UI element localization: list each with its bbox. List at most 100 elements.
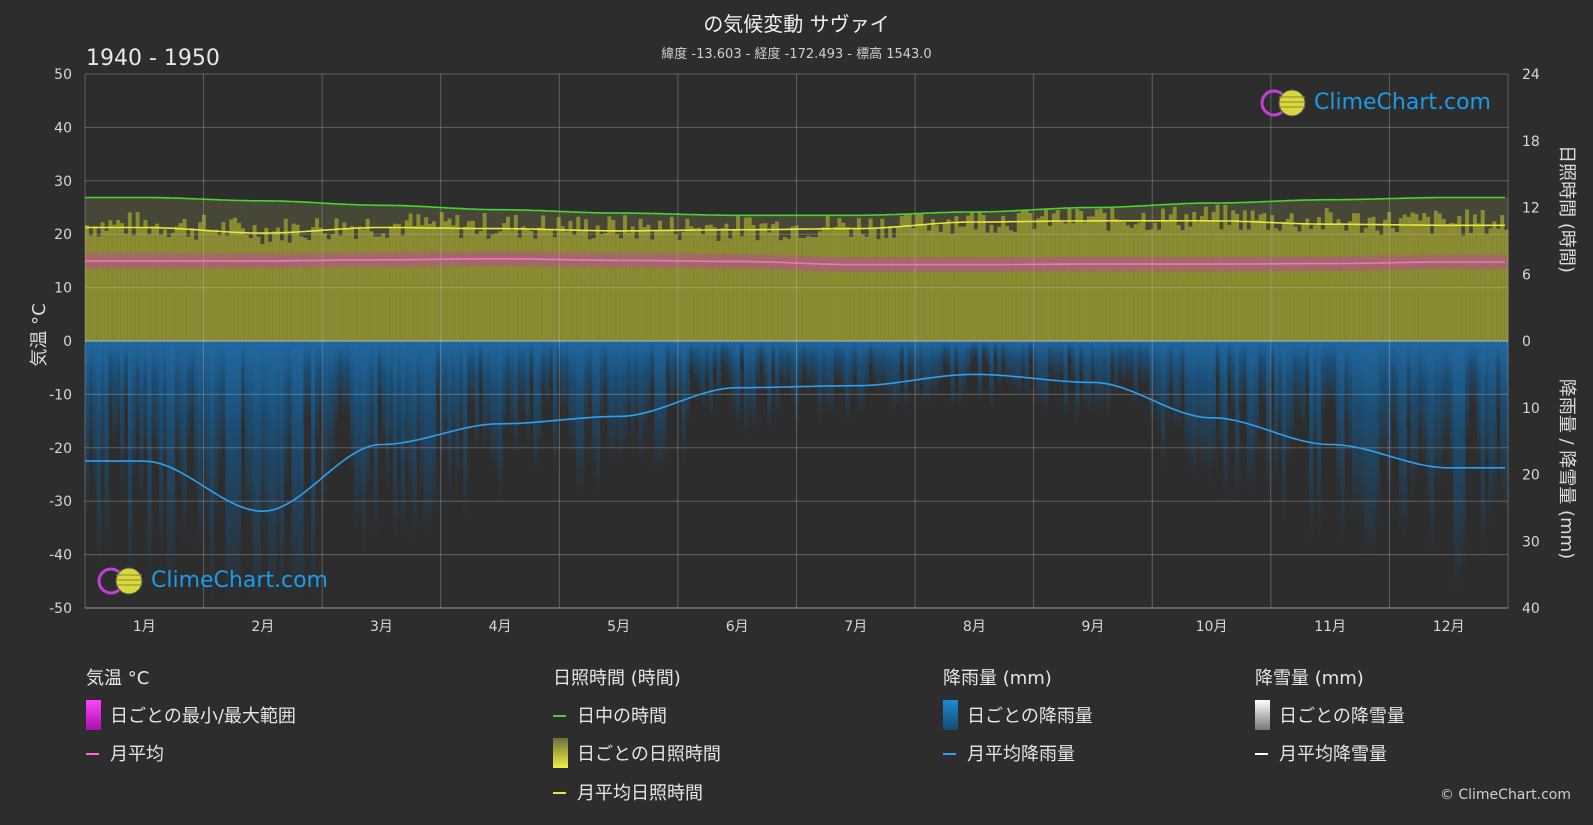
temp-tick-label: -30 — [49, 494, 72, 510]
rain-bar — [1375, 341, 1380, 532]
rain-bar — [303, 341, 308, 426]
sunshine-bar — [685, 218, 690, 341]
temp-tick-label: 30 — [54, 174, 72, 190]
rain-bar — [135, 341, 140, 438]
rain-bar — [1332, 341, 1337, 412]
sunshine-bar — [1383, 219, 1388, 341]
sunshine-bar — [299, 236, 304, 341]
rain-bar — [482, 341, 487, 452]
sunshine-bar — [1231, 210, 1236, 341]
sunshine-bar — [919, 213, 924, 341]
rain-bar — [494, 341, 499, 481]
sunshine-bar — [619, 238, 624, 341]
rain-bar — [950, 341, 955, 413]
sunshine-bar — [853, 228, 858, 341]
sunshine-bar — [1059, 221, 1064, 341]
rain-bar — [1012, 341, 1018, 391]
rain-bar — [373, 341, 378, 540]
rain-bar — [264, 341, 269, 547]
sunshine-bar — [205, 229, 211, 341]
sunshine-bar — [1223, 204, 1228, 341]
sunshine-bar — [435, 226, 441, 341]
rain-bar — [1090, 341, 1096, 382]
rain-bar — [1449, 341, 1454, 488]
precip-tick-label: 20 — [1522, 468, 1540, 484]
rain-bar — [342, 341, 347, 417]
sunshine-bar — [1324, 208, 1330, 341]
sunshine-bar — [1402, 214, 1408, 341]
sunshine-bar — [650, 239, 655, 341]
sunshine-bar — [1063, 223, 1068, 341]
sunshine-bar — [1379, 235, 1384, 341]
sunshine-bar — [829, 229, 834, 341]
sunshine-bar — [700, 234, 706, 341]
rain-bar — [116, 341, 121, 432]
rain-bar — [1313, 341, 1318, 459]
rain-bar — [665, 341, 671, 383]
rain-bar — [560, 341, 565, 416]
sunshine-bar — [392, 223, 398, 341]
sunshine-bar — [775, 221, 780, 341]
sunshine-bar — [1118, 221, 1123, 341]
rain-bar — [213, 341, 218, 525]
sunshine-bar — [1352, 213, 1357, 341]
rain-bar — [1137, 341, 1142, 377]
sunshine-bar — [1184, 214, 1189, 341]
rain-bar — [1465, 341, 1470, 441]
sunshine-bar — [845, 226, 850, 341]
sunshine-bar — [595, 225, 601, 341]
rain-bar — [1122, 341, 1127, 384]
sunshine-bar — [708, 224, 714, 341]
sunshine-bar — [478, 230, 484, 341]
sunshine-bar — [1227, 224, 1232, 341]
rain-bar — [1067, 341, 1072, 362]
rain-bar — [661, 341, 667, 466]
sunshine-bar — [716, 240, 721, 341]
sunshine-bar — [361, 229, 367, 341]
legend-snow-daily: 日ごとの降雪量 — [1279, 706, 1405, 727]
sunshine-bar — [1281, 222, 1287, 341]
rain-bar — [369, 341, 374, 454]
sunshine-bar — [389, 226, 394, 341]
rain-bar — [1297, 341, 1302, 419]
rain-bar — [1504, 341, 1509, 515]
rain-bar — [529, 341, 534, 386]
sunshine-bar — [541, 215, 546, 341]
rain-bar — [1157, 341, 1162, 432]
rain-bar — [841, 341, 846, 395]
copyright: © ClimeChart.com — [1439, 787, 1571, 803]
rain-bar — [217, 341, 222, 478]
sunshine-bar — [767, 232, 772, 341]
rain-bar — [1016, 341, 1022, 399]
sunshine-bar — [1422, 212, 1427, 341]
sunshine-bar — [580, 230, 585, 341]
rain-bar — [92, 341, 98, 499]
rain-bar — [1461, 341, 1466, 574]
sunshine-bar — [1344, 230, 1349, 341]
sunshine-bar — [151, 226, 156, 341]
sunshine-bar — [1262, 212, 1267, 341]
rain-bar — [669, 341, 675, 408]
sunshine-bar — [100, 222, 105, 341]
temp-tick-label: -40 — [49, 548, 72, 564]
month-tick-label: 3月 — [370, 619, 393, 635]
sunshine-bar — [1137, 222, 1142, 341]
sunshine-bar — [186, 236, 191, 341]
rain-bar — [1367, 341, 1372, 566]
rain-bar — [572, 341, 577, 458]
sunshine-bar — [892, 237, 897, 341]
sunshine-bar — [474, 234, 480, 341]
sunshine-bar — [1200, 215, 1205, 341]
rain-bar — [903, 341, 909, 413]
temp-avg-line — [85, 258, 1505, 266]
rain-bar — [1418, 341, 1423, 439]
rain-bar — [455, 341, 460, 489]
sunshine-bar — [396, 224, 402, 341]
sunshine-bar — [798, 237, 803, 341]
sunshine-bar — [92, 226, 98, 341]
rain-bar — [790, 341, 795, 403]
sunshine-bar — [283, 218, 289, 341]
rain-bar — [689, 341, 694, 374]
sunshine-bar — [201, 214, 207, 341]
sunshine-bar — [373, 236, 378, 341]
